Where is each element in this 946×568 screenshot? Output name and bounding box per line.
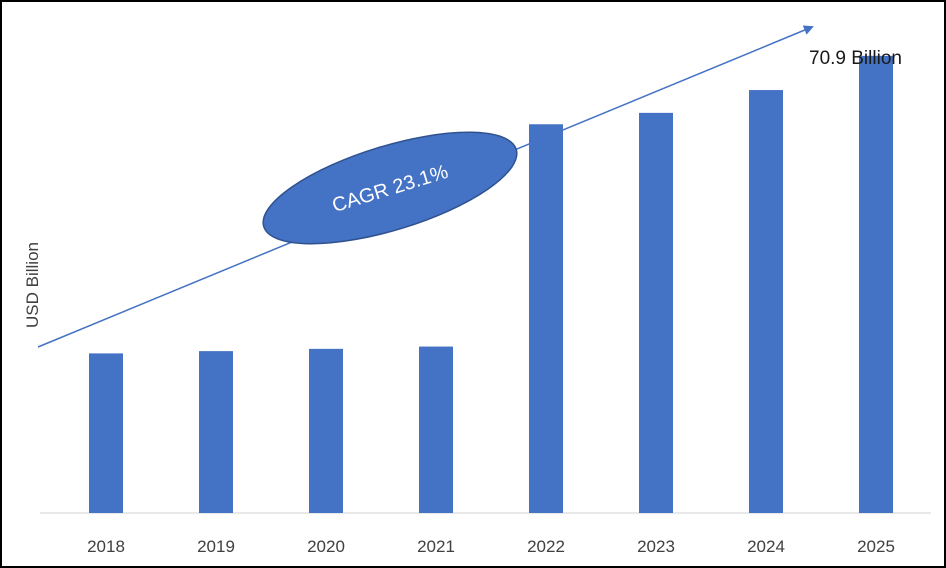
x-tick-label-2024: 2024: [747, 537, 785, 556]
y-axis-title: USD Billion: [23, 242, 42, 328]
x-tick-label-2023: 2023: [637, 537, 675, 556]
x-tick-label-2021: 2021: [417, 537, 455, 556]
bar-2020: [309, 348, 343, 513]
x-tick-label-2019: 2019: [197, 537, 235, 556]
bar-2021: [419, 346, 453, 513]
cagr-ellipse: [262, 131, 518, 245]
bar-2018: [89, 353, 123, 513]
x-tick-label-2020: 2020: [307, 537, 345, 556]
x-tick-labels: 2018 2019 2020 2021 2022 2023 2024 2025: [87, 537, 895, 556]
end-value-label: 70.9 Billion: [809, 48, 902, 69]
bar-2024: [749, 90, 783, 513]
bar-2022: [529, 124, 563, 513]
bars-group: [89, 55, 893, 514]
x-tick-label-2025: 2025: [857, 537, 895, 556]
cagr-badge: CAGR 23.1%: [262, 131, 518, 245]
bar-2025: [859, 55, 893, 514]
x-tick-label-2022: 2022: [527, 537, 565, 556]
x-tick-label-2018: 2018: [87, 537, 125, 556]
bar-2023: [639, 112, 673, 514]
bar-2019: [199, 351, 233, 513]
